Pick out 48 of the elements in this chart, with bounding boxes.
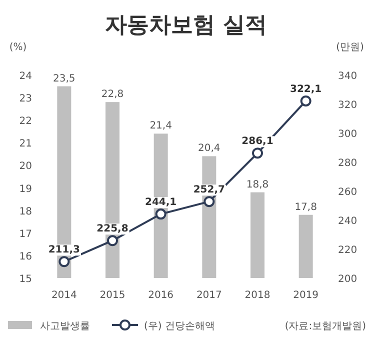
point [300, 95, 312, 106]
y2-tick-label: 280 [338, 158, 358, 169]
y-tick-label: 23 [19, 94, 32, 105]
x-tick-label: 2016 [148, 290, 174, 301]
y-tick-label: 19 [19, 184, 32, 195]
y2-tick-label: 200 [338, 274, 358, 285]
legend-label: (우) 건당손해액 [144, 321, 215, 332]
x-tick-label: 2014 [51, 290, 77, 301]
y-tick-label: 18 [19, 206, 32, 218]
point [204, 196, 215, 208]
text: (자료:보험개발원) [284, 321, 366, 332]
y2-tick-label: 300 [338, 129, 358, 140]
y-axis-title: (%) [9, 42, 27, 53]
data-label: 252,7 [193, 184, 226, 196]
data-label: 17,8 [294, 202, 317, 213]
y2-tick-label: 240 [338, 216, 358, 227]
point [155, 208, 166, 220]
y-tick-label: 17 [19, 228, 32, 240]
point [252, 148, 263, 159]
data-label: 244,1 [145, 197, 177, 208]
data-label: 211,3 [48, 244, 80, 256]
y2-axis-title: (만원) [336, 42, 364, 53]
y-tick-label: 15 [19, 274, 32, 285]
y-tick-label: 21 [19, 138, 32, 150]
y2-tick-label: 320 [338, 100, 358, 111]
x-tick-label: 2015 [100, 290, 126, 301]
data-label: 23,5 [53, 73, 76, 84]
data-label: 225,8 [96, 224, 128, 235]
data-label: 18,8 [246, 179, 269, 190]
data-label: 322,1 [290, 84, 322, 95]
x-tick-label: 2019 [293, 290, 319, 301]
y-tick-label: 24 [19, 71, 32, 82]
y2-tick-label: 260 [338, 187, 358, 198]
y2-tick-label: 220 [338, 245, 358, 256]
point [58, 256, 70, 268]
y-tick-label: 16 [19, 251, 32, 262]
x-tick-label: 2017 [196, 290, 222, 301]
data-label: 21,4 [150, 120, 172, 132]
legend-label: 사고발생률 [40, 321, 90, 332]
y2-tick-label: 340 [338, 71, 358, 82]
data-label: 22,8 [101, 89, 124, 100]
x-tick-label: 2018 [244, 290, 270, 301]
data-label: 20,4 [198, 143, 220, 154]
data-label: 286,1 [242, 136, 274, 148]
point [107, 235, 118, 246]
chart-title: 자동차보험 실적 [105, 13, 267, 38]
y-tick-label: 20 [19, 161, 32, 172]
y-tick-label: 22 [19, 116, 32, 128]
